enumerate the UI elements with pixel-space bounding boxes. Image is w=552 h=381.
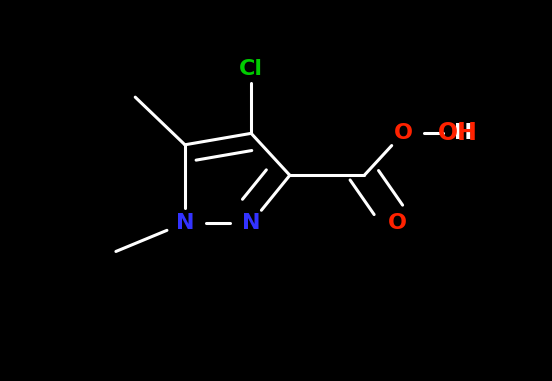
Text: H: H: [454, 123, 473, 143]
Text: O: O: [388, 213, 407, 233]
Text: O: O: [394, 123, 412, 143]
Text: N: N: [176, 213, 194, 233]
Text: N: N: [242, 213, 261, 233]
Text: OH: OH: [438, 122, 478, 145]
Text: Cl: Cl: [239, 59, 263, 78]
